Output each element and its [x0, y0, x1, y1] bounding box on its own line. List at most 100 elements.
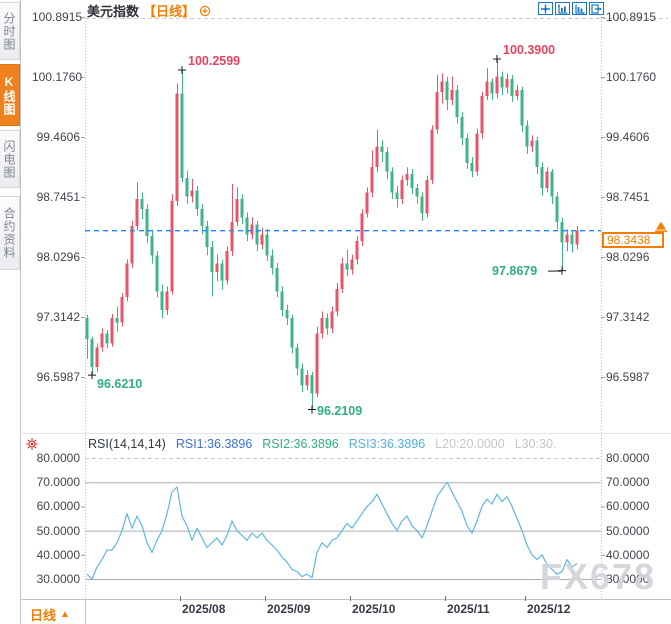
candle	[205, 225, 209, 247]
candle	[470, 163, 474, 172]
rsi-header-value: RSI2:36.3896	[262, 437, 339, 451]
candle	[190, 190, 194, 197]
candle	[295, 347, 299, 369]
candle	[475, 133, 479, 172]
candle	[425, 179, 429, 214]
candle	[420, 196, 424, 214]
candle	[415, 188, 419, 197]
candle	[200, 209, 204, 226]
candle	[250, 224, 254, 235]
sidebar-item-4[interactable]: 合约资料	[0, 196, 20, 270]
candle	[255, 224, 259, 245]
candle	[385, 152, 389, 172]
rsi-header-value: RSI1:36.3896	[175, 437, 253, 451]
candle	[210, 246, 214, 273]
period-selector[interactable]: 日线 ▲	[30, 605, 70, 624]
candle	[355, 241, 359, 260]
sidebar-item-1[interactable]: 分时图	[0, 2, 20, 60]
candle	[155, 255, 159, 292]
candle	[265, 234, 269, 256]
candle	[530, 140, 534, 147]
sidebar-item-3[interactable]: 闪电图	[0, 130, 20, 188]
candle	[380, 146, 384, 153]
candle	[135, 199, 139, 226]
candle	[390, 171, 394, 193]
candle	[310, 375, 314, 394]
indicator-settings-icon[interactable]	[25, 437, 39, 451]
candle	[430, 129, 434, 180]
sidebar-item-2[interactable]: K线图	[0, 64, 20, 126]
candle	[325, 318, 329, 329]
candle	[160, 291, 164, 310]
rsi-header-value: RSI3:36.3896	[348, 437, 426, 451]
candle	[85, 318, 89, 340]
period-tag: 【日线】	[143, 4, 196, 19]
candle	[435, 91, 439, 130]
candle	[95, 347, 99, 367]
candle	[275, 267, 279, 292]
pan-crosshair-icon[interactable]	[538, 2, 553, 15]
candle	[285, 309, 289, 319]
candle	[540, 167, 544, 189]
candle	[180, 93, 184, 179]
extreme-cross-marker	[308, 405, 316, 414]
candle	[510, 79, 514, 96]
zoom-axis-y-icon[interactable]	[555, 2, 570, 15]
period-selector-label: 日线	[30, 608, 57, 623]
candle	[480, 95, 484, 134]
candle	[505, 79, 509, 88]
candle	[455, 90, 459, 117]
candle	[170, 200, 174, 292]
candle	[335, 288, 339, 312]
rsi-header-title: RSI(14,14,14)	[88, 437, 166, 451]
candle	[500, 76, 504, 88]
candle	[395, 192, 399, 200]
rsi-header-value: L30:30.	[514, 437, 557, 451]
candle	[515, 90, 519, 96]
candle	[450, 90, 454, 101]
candle	[260, 234, 264, 245]
instrument-title: 美元指数	[87, 4, 140, 19]
candle	[175, 93, 179, 201]
candle	[320, 318, 324, 334]
candle	[165, 291, 169, 310]
candle	[140, 199, 144, 210]
candle	[350, 259, 354, 270]
candle	[290, 318, 294, 348]
candle	[185, 178, 189, 197]
latest-price-marker-icon[interactable]	[656, 221, 666, 230]
add-indicator-icon[interactable]	[199, 5, 211, 17]
candle	[495, 76, 499, 94]
candle	[410, 173, 414, 189]
candle	[120, 297, 124, 323]
candle	[545, 171, 549, 189]
candle	[125, 263, 129, 298]
candle	[370, 167, 374, 193]
chart-title-row: 美元指数 【日线】	[87, 3, 211, 19]
candle	[115, 318, 119, 323]
candle	[145, 209, 149, 237]
candle	[105, 333, 109, 344]
candle	[400, 179, 404, 200]
candle	[230, 221, 234, 252]
rsi-header-value: L20:20.0000	[435, 437, 505, 451]
candle	[280, 291, 284, 310]
candle	[225, 251, 229, 281]
fx678-watermark: FX678	[540, 556, 657, 597]
candle	[440, 81, 444, 92]
candle	[330, 311, 334, 329]
zoom-axis-x-icon[interactable]	[572, 2, 587, 15]
candle	[405, 173, 409, 180]
candle	[520, 90, 524, 126]
candle	[150, 236, 154, 256]
candle	[465, 137, 469, 164]
candle	[445, 81, 449, 101]
candle	[525, 125, 529, 147]
detach-window-icon[interactable]	[589, 2, 604, 15]
extreme-cross-marker	[88, 371, 96, 380]
candle	[215, 263, 219, 273]
candle	[315, 333, 319, 394]
candle	[240, 199, 244, 218]
